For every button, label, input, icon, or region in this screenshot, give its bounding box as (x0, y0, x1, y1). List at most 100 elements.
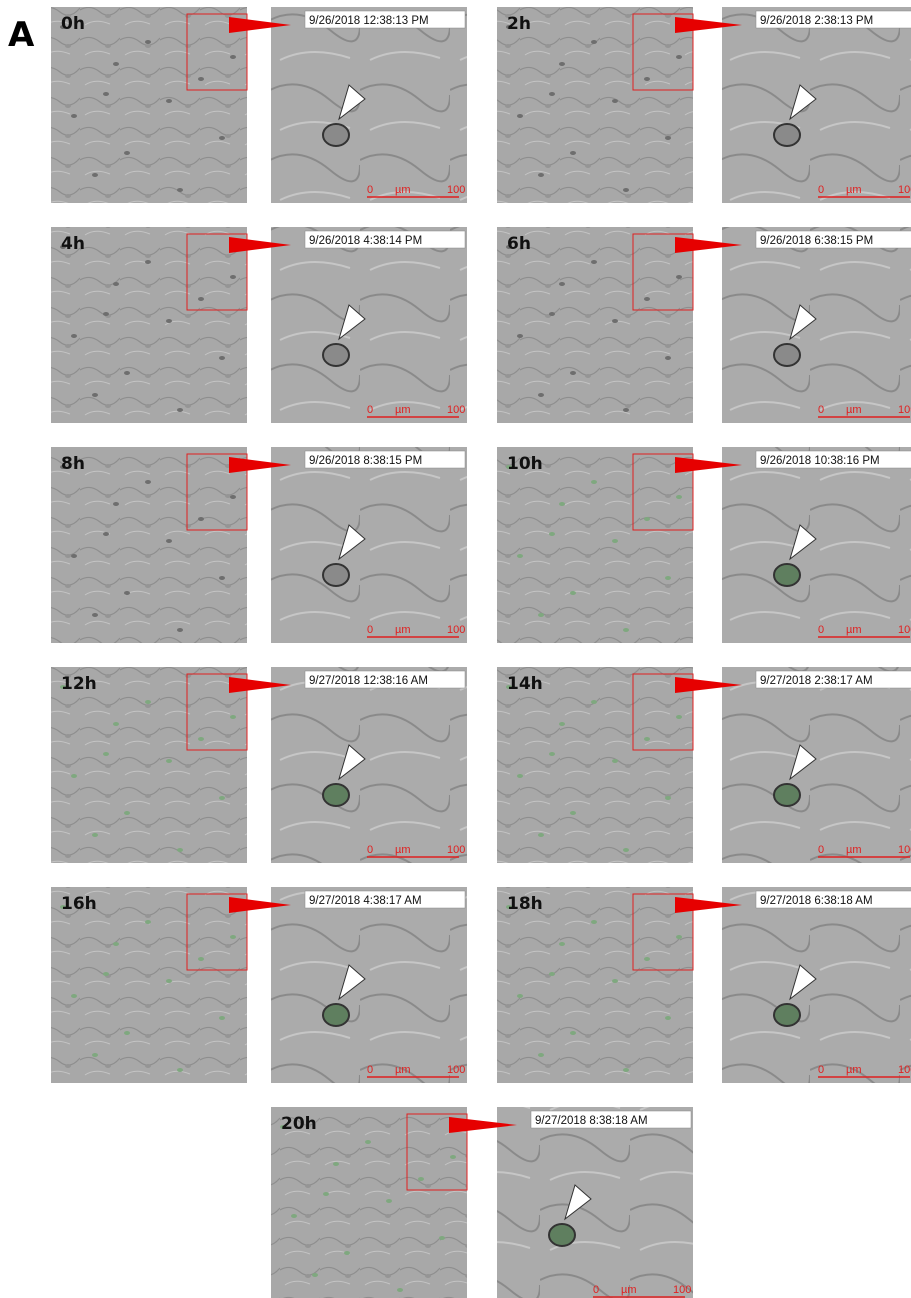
cell (198, 957, 204, 961)
zoom-image (722, 227, 911, 423)
scale-label: 0 (593, 1284, 599, 1296)
cell (71, 334, 77, 338)
timestamp: 9/27/2018 6:38:18 AM (760, 895, 873, 907)
cell (612, 319, 618, 323)
timestamp: 9/26/2018 2:38:13 PM (760, 15, 873, 27)
cell (71, 114, 77, 118)
cell (177, 408, 183, 412)
cell (124, 811, 130, 815)
timestamp: 9/26/2018 4:38:14 PM (309, 235, 422, 247)
cell (113, 62, 119, 66)
scale-label: 0 (818, 184, 824, 196)
scale-label: 100 (447, 624, 465, 636)
scale-label: 100 (898, 184, 911, 196)
cell (538, 613, 544, 617)
zoom-image (722, 887, 911, 1083)
cell (665, 136, 671, 140)
scale-label: µm (846, 624, 862, 636)
cell (549, 972, 555, 976)
cell (591, 260, 597, 264)
cell (198, 77, 204, 81)
scale-label: 100 (673, 1284, 691, 1296)
cell (198, 737, 204, 741)
cell (538, 1053, 544, 1057)
cell (559, 722, 565, 726)
cell (612, 99, 618, 103)
cell (623, 1068, 629, 1072)
cell (665, 796, 671, 800)
cell (439, 1236, 445, 1240)
cell (559, 282, 565, 286)
zoom-image (271, 887, 467, 1083)
target-cell (323, 1004, 349, 1026)
cell (166, 979, 172, 983)
scale-label: 100 (898, 404, 911, 416)
cell (570, 811, 576, 815)
cell (591, 920, 597, 924)
target-cell (323, 784, 349, 806)
cell (591, 700, 597, 704)
cell (623, 188, 629, 192)
scale-label: 0 (367, 404, 373, 416)
cell (103, 312, 109, 316)
overview-image (51, 667, 247, 863)
cell (145, 700, 151, 704)
scale-label: µm (395, 624, 411, 636)
scale-label: 100 (447, 184, 465, 196)
cell (570, 1031, 576, 1035)
overview-image (51, 7, 247, 203)
cell (230, 55, 236, 59)
cell (612, 979, 618, 983)
panel-label: A (8, 15, 35, 55)
scale-label: 0 (367, 184, 373, 196)
cell (517, 554, 523, 558)
cell (665, 576, 671, 580)
timestamp: 9/27/2018 4:38:17 AM (309, 895, 422, 907)
scale-label: 0 (818, 624, 824, 636)
overview-image (51, 887, 247, 1083)
cell (665, 1016, 671, 1020)
overview-image (497, 7, 693, 203)
cell (103, 972, 109, 976)
cell (644, 297, 650, 301)
cell (549, 312, 555, 316)
cell (145, 920, 151, 924)
target-cell (774, 784, 800, 806)
zoom-image (271, 7, 467, 203)
time-label: 12h (61, 674, 97, 694)
zoom-image (271, 447, 467, 643)
overview-image (497, 447, 693, 643)
target-cell (774, 124, 800, 146)
cell (103, 752, 109, 756)
scale-label: 100 (447, 1064, 465, 1076)
cell (145, 260, 151, 264)
cell (623, 628, 629, 632)
target-cell (774, 1004, 800, 1026)
cell (676, 935, 682, 939)
scale-label: 100 (447, 844, 465, 856)
zoom-image (722, 7, 911, 203)
cell (612, 759, 618, 763)
cell (92, 393, 98, 397)
cell (166, 539, 172, 543)
cell (517, 114, 523, 118)
cell (570, 371, 576, 375)
time-label: 8h (61, 454, 85, 474)
time-label: 20h (281, 1114, 317, 1134)
scale-label: µm (621, 1284, 637, 1296)
cell (676, 715, 682, 719)
cell (644, 957, 650, 961)
cell (570, 151, 576, 155)
time-label: 2h (507, 14, 531, 34)
cell (665, 356, 671, 360)
cell (71, 554, 77, 558)
cell (312, 1273, 318, 1277)
cell (71, 774, 77, 778)
cell (676, 495, 682, 499)
cell (145, 40, 151, 44)
cell (538, 173, 544, 177)
timestamp: 9/26/2018 6:38:15 PM (760, 235, 873, 247)
cell (549, 752, 555, 756)
time-label: 10h (507, 454, 543, 474)
cell (591, 480, 597, 484)
